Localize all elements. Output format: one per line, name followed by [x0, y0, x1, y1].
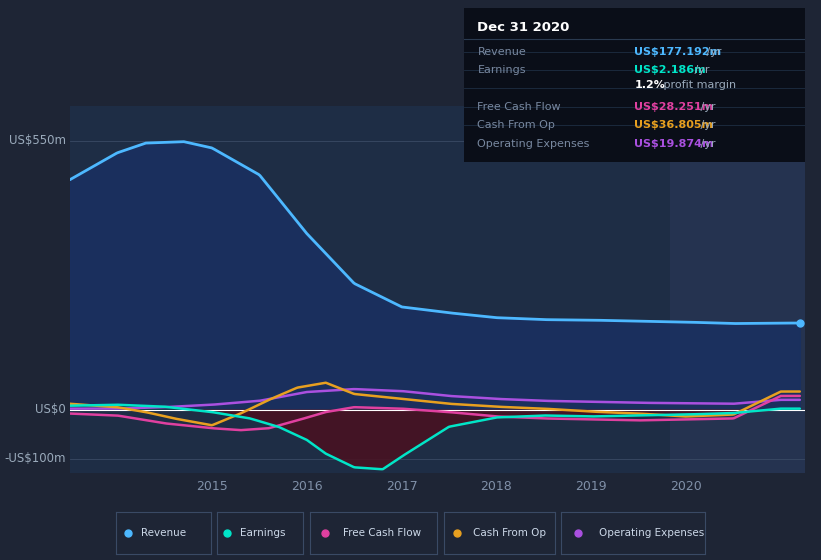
Text: -US$100m: -US$100m	[5, 452, 67, 465]
Text: 1.2%: 1.2%	[635, 81, 665, 90]
Text: Revenue: Revenue	[140, 529, 186, 538]
Text: US$19.874m: US$19.874m	[635, 139, 713, 149]
Text: US$28.251m: US$28.251m	[635, 102, 713, 112]
Text: Cash From Op: Cash From Op	[478, 120, 555, 130]
Text: Cash From Op: Cash From Op	[473, 529, 546, 538]
Text: /yr: /yr	[697, 120, 716, 130]
Text: /yr: /yr	[704, 46, 722, 57]
Text: Earnings: Earnings	[478, 65, 526, 75]
Text: /yr: /yr	[691, 65, 709, 75]
Text: Dec 31 2020: Dec 31 2020	[478, 21, 570, 34]
Text: Free Cash Flow: Free Cash Flow	[478, 102, 561, 112]
Text: Earnings: Earnings	[240, 529, 285, 538]
Text: profit margin: profit margin	[660, 81, 736, 90]
Text: /yr: /yr	[697, 139, 716, 149]
Text: Operating Expenses: Operating Expenses	[478, 139, 589, 149]
Bar	[670, 106, 805, 473]
Text: Revenue: Revenue	[478, 46, 526, 57]
Text: US$0: US$0	[35, 403, 67, 416]
Text: US$177.192m: US$177.192m	[635, 46, 722, 57]
Text: /yr: /yr	[697, 102, 716, 112]
Text: US$550m: US$550m	[9, 134, 67, 147]
Text: Operating Expenses: Operating Expenses	[599, 529, 704, 538]
Text: Free Cash Flow: Free Cash Flow	[343, 529, 421, 538]
Text: US$36.805m: US$36.805m	[635, 120, 713, 130]
Text: US$2.186m: US$2.186m	[635, 65, 706, 75]
